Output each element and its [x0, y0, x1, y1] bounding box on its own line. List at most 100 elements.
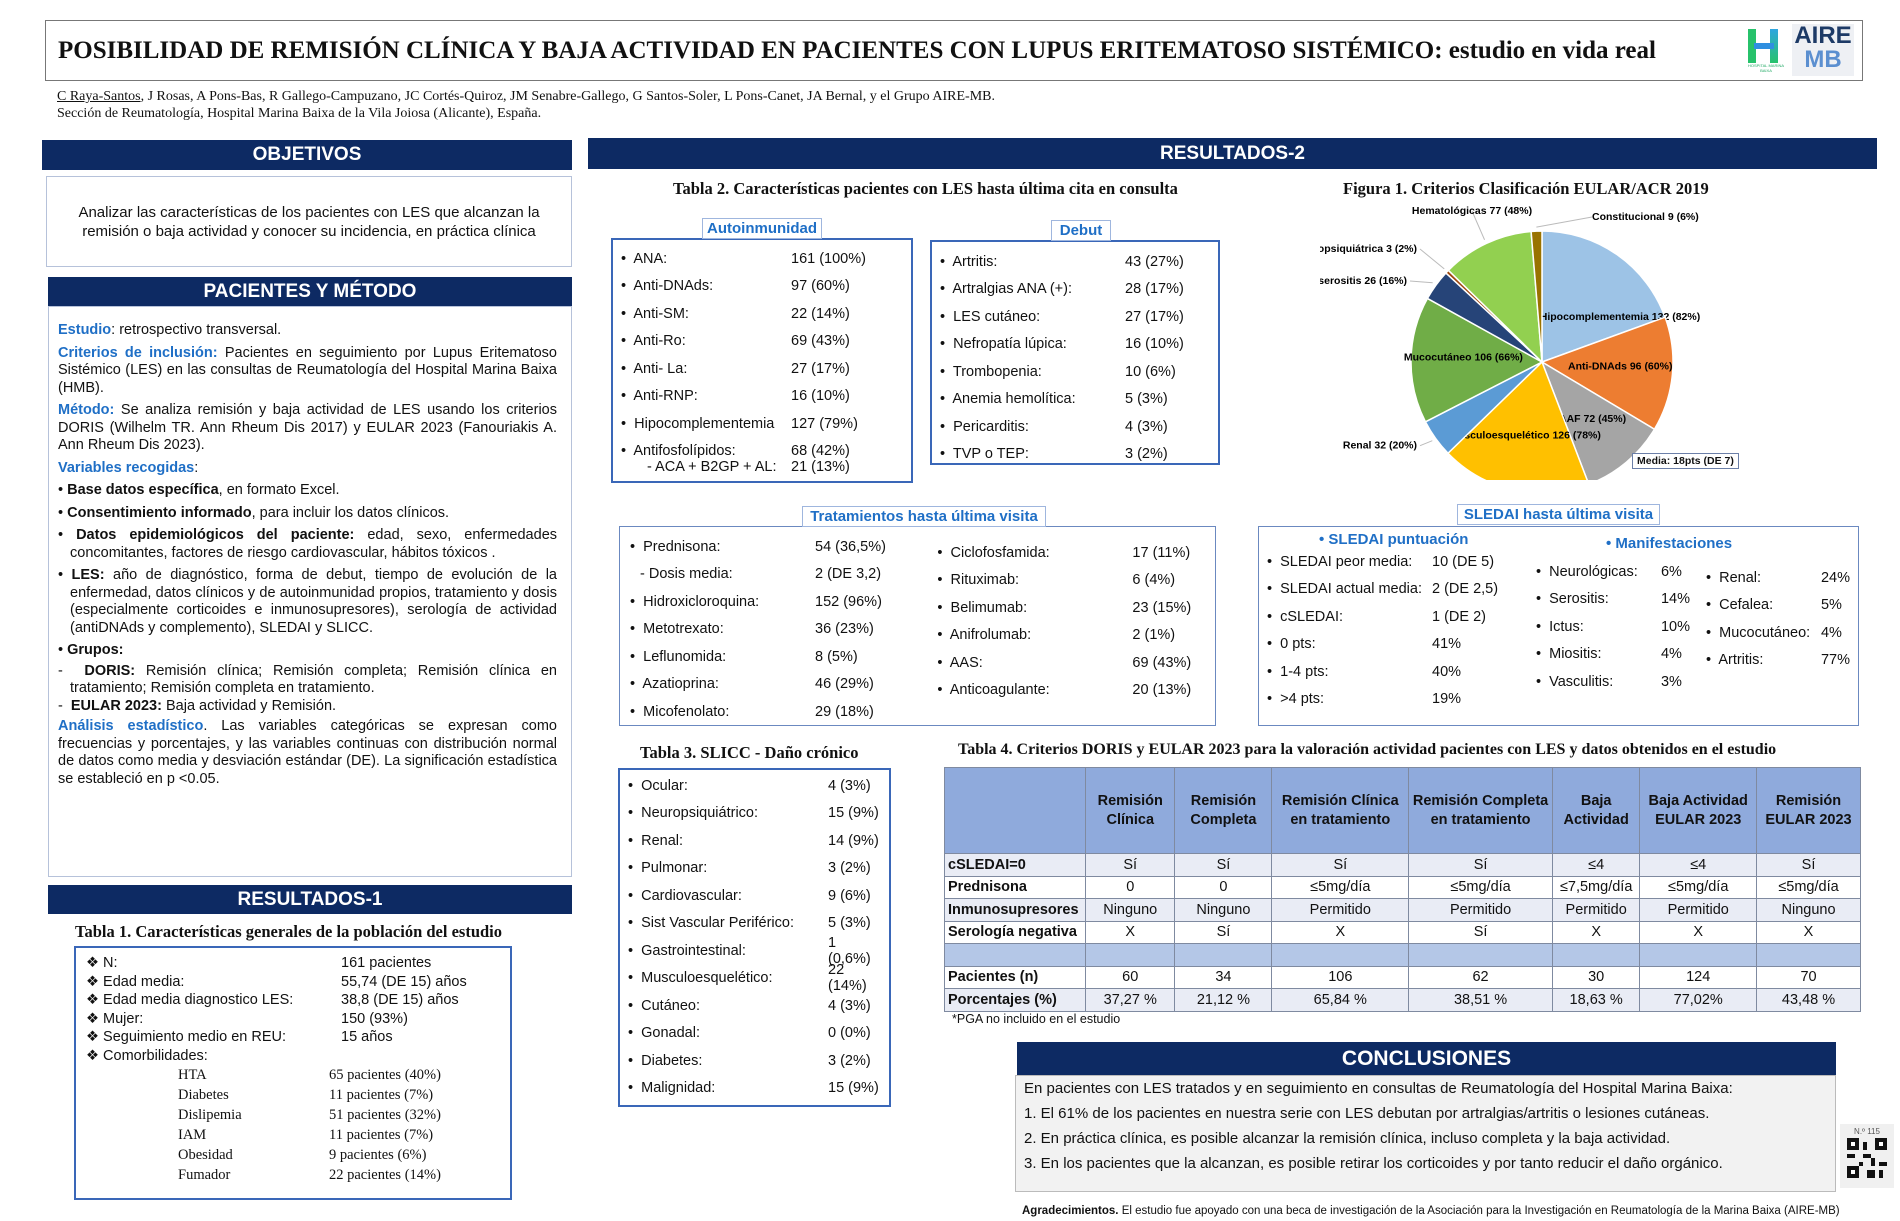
table-cell: Permitido — [1271, 898, 1410, 922]
pie-slice-label: Hipocomplementemia 132 (82%) — [1540, 311, 1700, 323]
row-value: 15 años — [341, 1029, 393, 1046]
hospital-logo: HOSPITAL MARINA BAIXA — [1748, 27, 1784, 73]
list-item: • Renal: 24% — [1706, 564, 1850, 592]
item-value: 28 (17%) — [1125, 281, 1184, 298]
leader-line — [1409, 280, 1433, 284]
table-cell: Sí — [1174, 853, 1273, 877]
item-value: 5 (3%) — [828, 915, 871, 932]
item-label-text: Micofenolato: — [643, 703, 730, 720]
table4-note: *PGA no incluido en el estudio — [952, 1012, 1121, 1026]
poster-title-box: POSIBILIDAD DE REMISIÓN CLÍNICA Y BAJA A… — [45, 20, 1863, 81]
item-label-text: Cutáneo: — [641, 997, 700, 1014]
list-item: • Trombopenia: 10 (6%) — [940, 358, 1210, 386]
list-item: • Artritis: 43 (27%) — [940, 248, 1210, 276]
item-value: 4 (3%) — [828, 997, 871, 1014]
item-value: 2 (DE 2,5) — [1432, 581, 1499, 598]
item-label-text: 1-4 pts: — [1280, 663, 1329, 680]
list-item: • Leflunomida: 8 (5%) — [630, 643, 917, 671]
pie-slice-label: AAF 72 (45%) — [1559, 413, 1626, 425]
list-item: • Sist Vascular Periférico: 5 (3%) — [628, 910, 881, 938]
item-label: • Anemia hemolítica: — [940, 391, 1076, 408]
criterios-para: Criterios de inclusión: Pacientes en seg… — [58, 344, 557, 396]
item-label-text: Neurológicas: — [1549, 563, 1638, 580]
list-item: • Hipocomplementemia 127 (79%) — [621, 410, 903, 438]
analisis-para: Análisis estadístico. Las variables cate… — [58, 718, 557, 787]
table-cell: ≤5mg/día — [1639, 875, 1758, 899]
table-cell: 34 — [1174, 965, 1273, 989]
item-label-text: Anifrolumab: — [949, 627, 1032, 644]
list-item: • Anemia hemolítica: 5 (3%) — [940, 386, 1210, 414]
leader-line — [1471, 210, 1486, 241]
comorbidity-value: 11 pacientes (7%) — [329, 1086, 434, 1103]
resultados2-heading: RESULTADOS-2 — [588, 138, 1877, 169]
table-row: Porcentajes (%) 37,27 % 21,12 % 65,84 % 38,5… — [944, 988, 1861, 1012]
item-label: • Anti- La: — [621, 360, 688, 377]
item-label-text: SLEDAI peor media: — [1280, 553, 1413, 570]
pie-slice-label: Neuropsiquiátrica 3 (2%) — [1320, 243, 1417, 255]
table-row: ❖ Seguimiento medio en REU: 15 años — [86, 1028, 500, 1047]
item-value: 127 (79%) — [791, 415, 858, 432]
row-label-text: Edad media: — [103, 973, 185, 990]
column-header: Remisión Completa en tratamiento — [1408, 767, 1553, 854]
item-label: • Renal: — [628, 832, 684, 849]
item-label-text: Nefropatía lúpica: — [953, 336, 1067, 353]
item-value: 5 (3%) — [1125, 391, 1168, 408]
item-label-text: Sist Vascular Periférico: — [641, 915, 794, 932]
list-item: • 1-4 pts: 40% — [1267, 658, 1536, 686]
item-label-text: Mucocutáneo: — [1719, 624, 1811, 641]
item-label: • Trombopenia: — [940, 363, 1042, 380]
affiliation: Sección de Reumatología, Hospital Marina… — [57, 106, 542, 121]
item-label: • Rituximab: — [937, 572, 1020, 589]
item-value: 0 (0%) — [828, 1025, 871, 1042]
list-item: • Vasculitis: 3% — [1536, 668, 1706, 696]
objetivos-heading: OBJETIVOS — [42, 140, 572, 170]
item-value: 29 (18%) — [815, 703, 874, 720]
item-label-text: TVP o TEP: — [952, 446, 1029, 463]
list-item: • Belimumab: 23 (15%) — [937, 594, 1205, 622]
conclusiones-intro: En pacientes con LES tratados y en segui… — [1024, 1080, 1733, 1097]
item-label-text: Belimumab: — [950, 599, 1028, 616]
table4: Remisión Clínica Remisión Completa Remisió… — [944, 767, 1861, 1012]
list-item: • SLEDAI peor media: 10 (DE 5) — [1267, 548, 1536, 576]
item-value: 68 (42%) — [791, 443, 850, 460]
variables-label: Variables recogidas: — [58, 459, 199, 476]
figure1-note: Media: 18pts (DE 7) — [1632, 453, 1739, 469]
row-label: ❖ Edad media diagnostico LES: — [86, 992, 294, 1009]
item-label-text: Neuropsiquiátrico: — [641, 805, 759, 822]
item-value: 23 (15%) — [1132, 599, 1192, 616]
item-label: • Azatioprina: — [630, 676, 719, 693]
list-item: • Artritis: 77% — [1706, 647, 1850, 675]
item-value: 4% — [1820, 624, 1842, 641]
item-label: • ANA: — [621, 250, 668, 267]
table-row: ❖ Comorbilidades: — [86, 1047, 500, 1066]
column-header: Remisión EULAR 2023 — [1756, 767, 1861, 854]
column-header: Baja Actividad EULAR 2023 — [1639, 767, 1758, 854]
list-item: • Micofenolato: 29 (18%) — [630, 698, 917, 726]
tratamientos-box: • Prednisona: 54 (36,5%) - Dosis media: 2 (… — [619, 526, 1216, 726]
list-item: • Ocular: 4 (3%) — [628, 772, 881, 800]
poster-title: POSIBILIDAD DE REMISIÓN CLÍNICA Y BAJA A… — [58, 36, 1656, 64]
row-label-text: Comorbilidades: — [103, 1047, 208, 1064]
list-item: • Anti-RNP: 16 (10%) — [621, 383, 903, 411]
leader-line — [1419, 248, 1445, 270]
item-label: • 0 pts: — [1267, 636, 1316, 653]
comorbidity-label: IAM — [178, 1126, 207, 1143]
list-item: • >4 pts: 19% — [1267, 686, 1536, 714]
item-value: 3 (2%) — [828, 1052, 871, 1069]
table-row: Prednisona 0 0 ≤5mg/día ≤5mg/día ≤7,5mg/día ≤5… — [944, 875, 1861, 899]
item-value: 36 (23%) — [815, 621, 874, 638]
item-label: • Renal: — [1705, 569, 1762, 586]
item-label: • Anti-Ro: — [621, 333, 686, 350]
item-value: 69 (43%) — [791, 333, 850, 350]
item-label-text: Musculoesquelético: — [641, 970, 773, 987]
row-header: Pacientes (n) — [944, 965, 1086, 989]
row-header: Serología negativa — [944, 920, 1086, 944]
table-cell: Ninguno — [1174, 898, 1273, 922]
item-value: 97 (60%) — [791, 278, 850, 295]
table-cell: 124 — [1639, 965, 1758, 989]
row-value: 38,8 (DE 15) años — [341, 992, 459, 1009]
list-item: • Prednisona: 54 (36,5%) — [630, 533, 917, 561]
table-cell: ≤7,5mg/día — [1551, 875, 1641, 899]
item-label-text: AAS: — [949, 654, 983, 671]
qr-code-icon[interactable] — [1847, 1138, 1887, 1178]
